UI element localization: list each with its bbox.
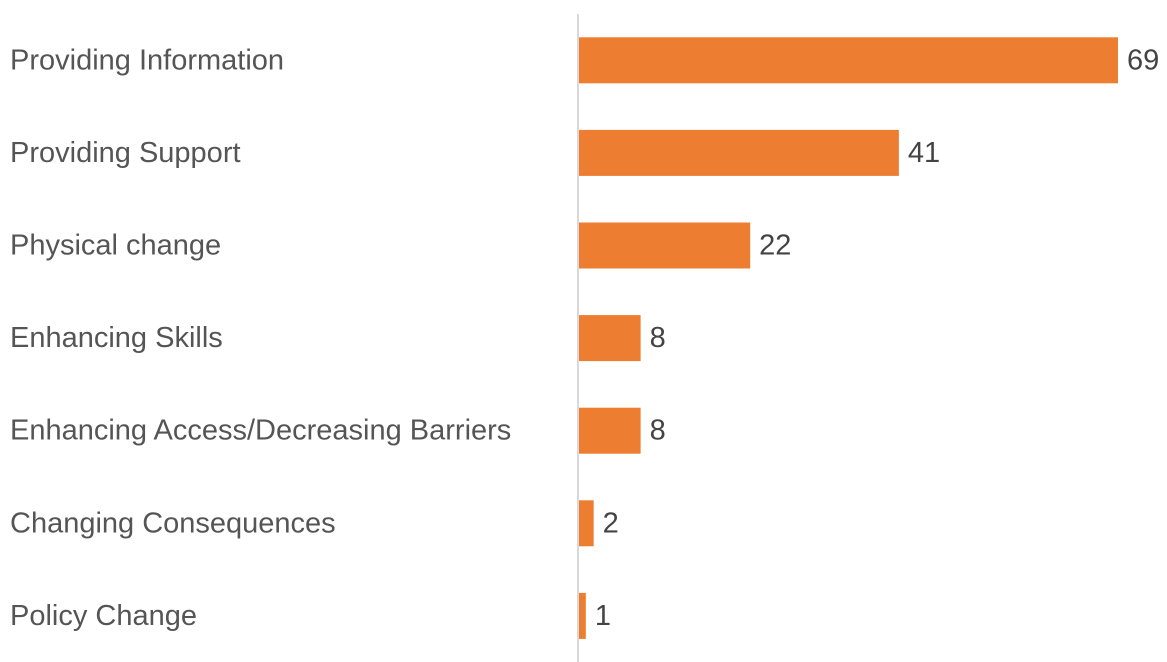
bar-providing-information xyxy=(578,37,1118,84)
bar-providing-support xyxy=(578,129,899,176)
bar-enhancing-access-decreasing-barriers xyxy=(578,407,641,454)
value-label-providing-support: 41 xyxy=(908,137,940,169)
value-label-physical-change: 22 xyxy=(759,230,791,262)
category-label-providing-support: Providing Support xyxy=(10,137,241,169)
value-label-policy-change: 1 xyxy=(595,600,611,632)
value-labels-group: 69 41 22 8 8 2 1 xyxy=(595,44,1159,632)
value-label-enhancing-skills: 8 xyxy=(650,322,666,354)
category-label-changing-consequences: Changing Consequences xyxy=(10,507,336,539)
category-label-physical-change: Physical change xyxy=(10,230,221,262)
bars-group xyxy=(578,37,1118,639)
category-labels-group: Providing Information Providing Support Ph… xyxy=(10,44,511,632)
category-label-policy-change: Policy Change xyxy=(10,600,197,632)
bar-enhancing-skills xyxy=(578,315,641,362)
bar-policy-change xyxy=(578,592,586,639)
category-label-enhancing-skills: Enhancing Skills xyxy=(10,322,223,354)
value-label-providing-information: 69 xyxy=(1127,44,1159,76)
bar-physical-change xyxy=(578,222,751,269)
bar-changing-consequences xyxy=(578,500,594,547)
category-label-enhancing-access-decreasing-barriers: Enhancing Access/Decreasing Barriers xyxy=(10,415,511,447)
category-label-providing-information: Providing Information xyxy=(10,44,284,76)
value-label-changing-consequences: 2 xyxy=(603,507,619,539)
value-label-enhancing-access-decreasing-barriers: 8 xyxy=(650,415,666,447)
